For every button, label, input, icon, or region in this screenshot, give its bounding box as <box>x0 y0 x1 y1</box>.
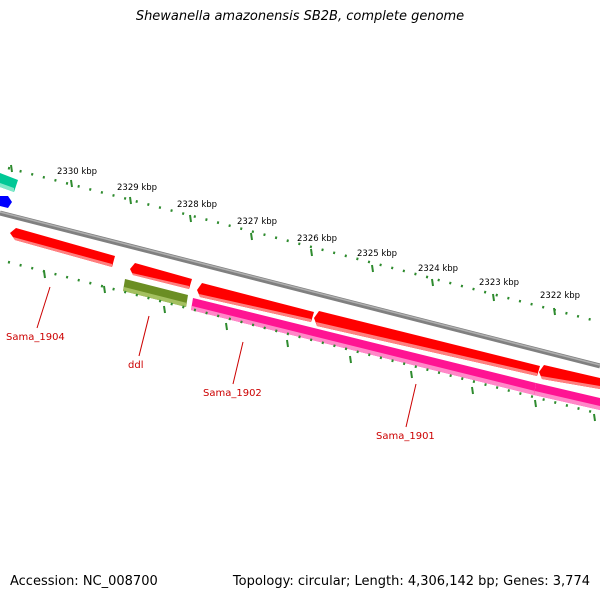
genome-backbone <box>0 210 600 369</box>
gene-teal-shade <box>0 183 14 192</box>
inner-tick <box>534 399 537 408</box>
edge-genes <box>0 173 18 208</box>
gene-arrow <box>10 228 115 267</box>
gene-label: Sama_1902 <box>203 388 262 399</box>
map-title: Shewanella amazonensis SB2B, complete ge… <box>135 9 465 24</box>
gene-arrow-shade <box>132 273 189 289</box>
outer-tick <box>371 264 374 273</box>
leader-sama-1901 <box>405 383 417 428</box>
leader-sama-1904 <box>36 286 51 329</box>
outer-tick <box>310 248 313 257</box>
gene-arrow <box>197 283 314 322</box>
gene-arrow-shade <box>316 322 537 376</box>
kbp-label: 2330 kbp <box>57 167 97 177</box>
inner-tick <box>593 413 596 422</box>
inner-tick <box>471 386 474 395</box>
gene-arrow-shade <box>13 237 112 267</box>
gene-arrow-shade <box>199 294 311 322</box>
inner-tick <box>103 285 106 294</box>
gene-row-red <box>10 228 600 389</box>
gene-arrow <box>314 311 540 376</box>
gene-pink-shade <box>534 391 600 410</box>
leader-ddl <box>138 315 150 357</box>
inner-tick <box>410 370 413 379</box>
kbp-label: 2328 kbp <box>177 200 217 210</box>
gene-label: ddl <box>128 360 143 371</box>
leader-sama-1902 <box>232 341 244 385</box>
outer-tick <box>70 179 73 188</box>
gene-label: Sama_1904 <box>6 332 65 343</box>
kbp-label: 2325 kbp <box>357 249 397 259</box>
outer-tick <box>250 232 253 241</box>
gene-row-pink <box>191 298 600 410</box>
kbp-labels: 2330 kbp 2329 kbp 2328 kbp 2327 kbp 2326… <box>57 167 580 301</box>
inner-tick <box>163 305 166 314</box>
inner-tick <box>286 339 289 348</box>
accession-text: Accession: NC_008700 <box>10 574 158 589</box>
outer-tick <box>553 307 556 316</box>
kbp-label: 2323 kbp <box>479 278 519 288</box>
kbp-label: 2327 kbp <box>237 217 277 227</box>
kbp-label: 2329 kbp <box>117 183 157 193</box>
outer-tick <box>189 214 192 223</box>
gene-arrow-shade <box>541 376 600 389</box>
outer-tick <box>492 293 495 302</box>
outer-tick <box>10 164 13 173</box>
gene-labels: Sama_1904 ddl Sama_1902 Sama_1901 <box>6 332 435 442</box>
inner-tick <box>349 355 352 364</box>
gene-label: Sama_1901 <box>376 431 435 442</box>
gene-pink-shade <box>191 306 535 395</box>
genome-summary-text: Topology: circular; Length: 4,306,142 bp… <box>232 574 590 589</box>
gene-blue <box>0 196 12 208</box>
inner-scale <box>7 260 600 422</box>
kbp-label: 2324 kbp <box>418 264 458 274</box>
outer-major-ticks <box>10 164 556 316</box>
inner-tick <box>43 270 46 279</box>
gene-ddl <box>123 279 188 307</box>
outer-scale <box>7 164 600 324</box>
label-leaders <box>36 286 417 428</box>
gene-arrow <box>130 263 192 289</box>
kbp-label: 2322 kbp <box>540 291 580 301</box>
kbp-label: 2326 kbp <box>297 234 337 244</box>
outer-tick <box>129 196 132 205</box>
inner-tick <box>225 322 228 331</box>
outer-tick <box>431 278 434 287</box>
gene-arrow <box>539 365 600 389</box>
